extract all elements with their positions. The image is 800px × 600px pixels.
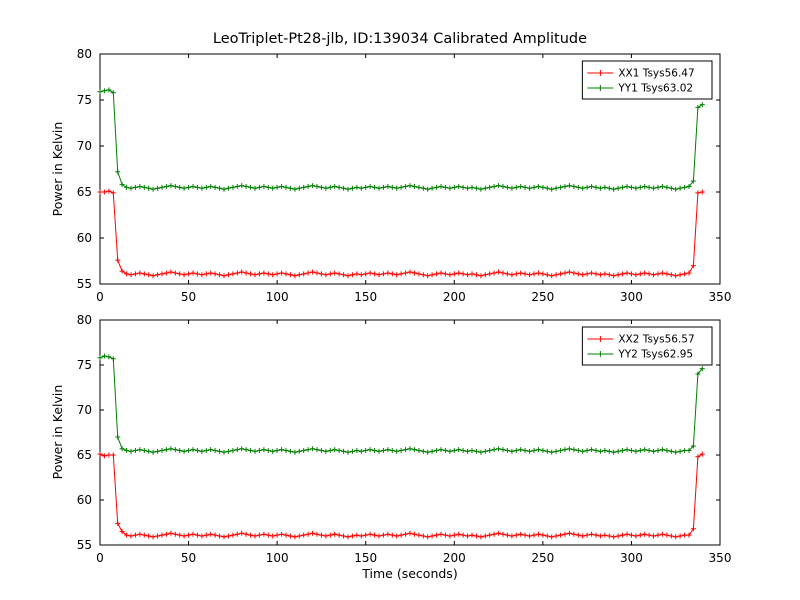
y-tick-label: 65: [77, 448, 92, 462]
x-tick-label: 350: [709, 551, 732, 565]
legend-marker: [597, 336, 604, 342]
y-tick-label: 60: [77, 231, 92, 245]
y-tick-label: 65: [77, 185, 92, 199]
y-tick-label: 75: [77, 358, 92, 372]
series-plus-markers: [97, 87, 705, 192]
legend-box: [581, 326, 713, 366]
legend-label: XX2 Tsys56.57: [618, 334, 694, 346]
series-line: [99, 355, 703, 453]
y-tick-label: 55: [77, 277, 92, 291]
series-line: [100, 190, 703, 277]
y-tick-label: 80: [77, 313, 92, 327]
x-tick-label: 0: [96, 551, 104, 565]
series-plus-markers: [97, 188, 705, 279]
x-tick-label: 300: [620, 551, 643, 565]
legend-label: YY2 Tsys62.95: [617, 349, 693, 361]
legend-label: XX1 Tsys56.47: [618, 68, 694, 80]
legend-marker: [597, 85, 604, 91]
series-line: [99, 89, 703, 190]
axes-frame: [99, 53, 721, 285]
series-line: [99, 453, 703, 538]
series-plus-markers: [97, 451, 705, 540]
y-tick-label: 70: [77, 403, 92, 417]
x-tick-label: 150: [354, 290, 377, 304]
top-plot-area: 0 50 100 150 200 250 300 350 55 60 65 70 75 80 XX1 Tsy…: [77, 47, 732, 304]
x-tick-label: 50: [181, 551, 196, 565]
axes-frame: [99, 319, 721, 546]
x-tick-label: 200: [443, 551, 466, 565]
bottom-plot-area: 0 50 100 150 200 250 300 350 55 60 65 70 75 80 XX2 Tsy…: [77, 313, 732, 565]
y-tick-label: 60: [77, 493, 92, 507]
y-tick-label: 55: [77, 538, 92, 552]
y-tick-label: 75: [77, 93, 92, 107]
x-tick-label: 100: [266, 551, 289, 565]
x-tick-label: 150: [354, 551, 377, 565]
x-tick-label: 100: [266, 290, 289, 304]
x-tick-label: 250: [531, 290, 554, 304]
legend-box: [581, 60, 713, 100]
x-tick-label: 350: [709, 290, 732, 304]
figure-title: LeoTriplet-Pt28-jlb, ID:139034 Calibrate…: [213, 31, 587, 47]
top-y-axis-label: Power in Kelvin: [50, 122, 65, 217]
series-plus-markers: [97, 353, 705, 455]
legend-marker: [597, 70, 604, 76]
x-tick-label: 250: [531, 551, 554, 565]
bottom-y-axis-label: Power in Kelvin: [50, 385, 65, 480]
y-tick-label: 70: [77, 139, 92, 153]
x-tick-label: 200: [443, 290, 466, 304]
y-tick-label: 80: [77, 47, 92, 61]
x-tick-label: 0: [96, 290, 104, 304]
x-tick-label: 50: [181, 290, 196, 304]
x-tick-label: 300: [620, 290, 643, 304]
x-axis-label: Time (seconds): [361, 566, 457, 581]
legend-marker: [597, 351, 604, 357]
legend-label: YY1 Tsys63.02: [617, 83, 693, 95]
